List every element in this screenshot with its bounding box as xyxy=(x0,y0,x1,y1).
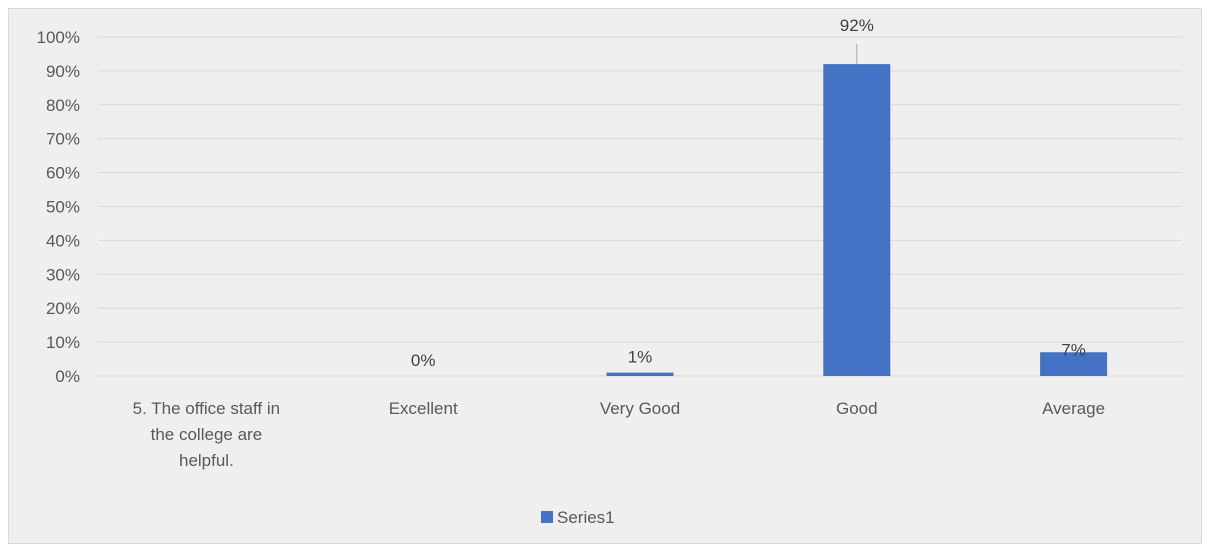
data-label: 92% xyxy=(840,16,874,35)
legend-swatch xyxy=(541,511,553,523)
y-tick-label: 50% xyxy=(46,198,80,217)
data-label: 7% xyxy=(1061,340,1086,359)
data-label: 1% xyxy=(628,348,653,367)
y-tick-label: 60% xyxy=(46,164,80,183)
y-tick-label: 20% xyxy=(46,299,80,318)
x-category-label-line: 5. The office staff in xyxy=(133,399,280,418)
bars xyxy=(606,64,1108,377)
y-tick-label: 40% xyxy=(46,231,80,250)
x-category-label: Excellent xyxy=(389,399,458,418)
x-category-label: Average xyxy=(1042,399,1105,418)
x-category-label: Good xyxy=(836,399,878,418)
x-category-label: Very Good xyxy=(600,399,680,418)
x-category-label-line: the college are xyxy=(151,425,263,444)
x-category-label-line: Very Good xyxy=(600,399,680,418)
y-axis-tick-labels: 0% 10% 20% 30% 40% 50% 60% 70% 80% 90% 100% xyxy=(37,28,80,386)
x-category-label-line: Good xyxy=(836,399,878,418)
y-tick-label: 90% xyxy=(46,62,80,81)
x-category-label-line: helpful. xyxy=(179,451,234,470)
bar-very-good[interactable] xyxy=(606,372,674,376)
x-category-label: 5. The office staff in the college are hel… xyxy=(133,399,280,470)
y-tick-label: 10% xyxy=(46,333,80,352)
legend-label-series1: Series1 xyxy=(557,508,615,527)
y-tick-label: 80% xyxy=(46,96,80,115)
chart-area xyxy=(8,8,1202,544)
y-tick-label: 100% xyxy=(37,28,80,47)
y-tick-label: 70% xyxy=(46,130,80,149)
y-tick-label: 30% xyxy=(46,265,80,284)
bar-average[interactable] xyxy=(1040,352,1108,376)
gridlines xyxy=(98,36,1182,377)
data-label: 0% xyxy=(411,351,436,370)
x-category-label-line: Average xyxy=(1042,399,1105,418)
bar-good[interactable] xyxy=(823,64,891,377)
legend[interactable]: Series1 xyxy=(541,508,615,527)
data-labels: 0% 1% 92% 7% xyxy=(411,16,1086,370)
x-axis-category-labels: 5. The office staff in the college are hel… xyxy=(133,399,1105,470)
x-category-label-line: Excellent xyxy=(389,399,458,418)
y-tick-label: 0% xyxy=(55,367,80,386)
